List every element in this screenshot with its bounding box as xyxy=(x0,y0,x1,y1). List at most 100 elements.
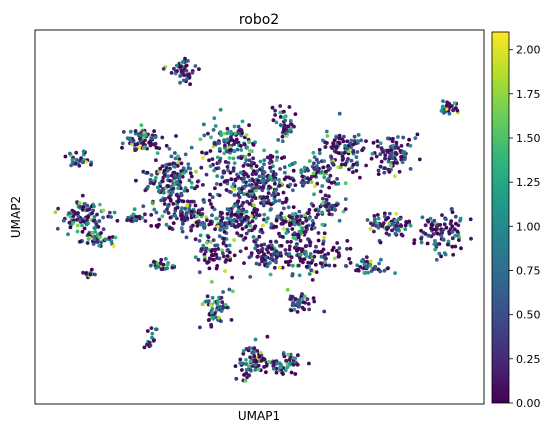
cell-point xyxy=(177,64,182,69)
cell-point xyxy=(210,280,214,284)
cell-point xyxy=(345,239,350,243)
cell-point xyxy=(224,188,229,192)
cell-point xyxy=(221,305,226,310)
cell-point xyxy=(274,120,279,125)
cell-point xyxy=(200,212,205,216)
cell-point xyxy=(89,162,93,167)
cell-point xyxy=(266,250,271,255)
cell-point xyxy=(208,164,213,169)
cell-point xyxy=(142,145,147,150)
cell-point xyxy=(188,171,193,176)
cell-point xyxy=(227,217,232,222)
cell-point xyxy=(325,134,330,138)
cell-point xyxy=(301,300,306,304)
cell-point xyxy=(385,136,390,141)
cell-point xyxy=(259,358,264,363)
cell-point xyxy=(55,226,60,231)
cell-point xyxy=(232,124,237,129)
cell-point xyxy=(457,238,461,243)
cell-point xyxy=(247,194,252,199)
cell-point xyxy=(189,228,194,233)
cell-point xyxy=(164,143,169,148)
cell-point xyxy=(210,213,214,218)
cell-point xyxy=(252,354,257,359)
cell-point xyxy=(290,227,295,231)
cell-point xyxy=(297,209,302,214)
cell-point xyxy=(163,266,168,271)
cell-point xyxy=(210,157,215,162)
cell-point xyxy=(365,265,369,270)
cell-point xyxy=(393,231,398,236)
cell-point xyxy=(168,215,173,220)
cell-point xyxy=(203,249,208,254)
cell-point xyxy=(425,241,430,246)
cell-point xyxy=(312,161,316,166)
cell-point xyxy=(273,189,278,194)
cell-point xyxy=(200,302,205,307)
cell-point xyxy=(225,248,230,253)
cell-point xyxy=(335,241,340,245)
cell-point xyxy=(223,143,227,148)
cell-point xyxy=(160,186,165,191)
cell-point xyxy=(74,150,79,155)
cell-point xyxy=(257,355,262,359)
cell-point xyxy=(291,362,296,367)
cell-point xyxy=(283,368,288,373)
cell-point xyxy=(273,178,277,183)
cell-point xyxy=(293,297,298,301)
cell-point xyxy=(126,136,131,141)
cell-point xyxy=(193,203,198,208)
cell-point xyxy=(222,138,227,143)
cell-point xyxy=(184,63,189,68)
cell-point xyxy=(316,238,321,243)
cell-point xyxy=(320,222,325,227)
cell-point xyxy=(106,214,111,219)
cell-point xyxy=(279,217,284,222)
cell-point xyxy=(282,206,286,211)
cell-point xyxy=(334,135,339,140)
cell-point xyxy=(262,162,266,167)
cell-point xyxy=(90,231,95,236)
cell-point xyxy=(94,222,99,227)
cell-point xyxy=(231,182,236,186)
cell-point xyxy=(293,356,298,361)
cell-point xyxy=(247,255,252,260)
cell-point xyxy=(75,229,80,234)
cell-point xyxy=(202,258,207,262)
cell-point xyxy=(277,198,282,203)
cell-point xyxy=(202,255,207,260)
cell-point xyxy=(313,208,318,213)
cell-point xyxy=(293,183,298,188)
cell-point xyxy=(185,188,190,193)
cell-point xyxy=(162,202,167,206)
cell-point xyxy=(287,361,292,366)
cell-point xyxy=(210,257,215,262)
cell-point xyxy=(264,219,269,224)
cell-point xyxy=(398,217,403,221)
cell-point xyxy=(272,366,276,371)
cell-point xyxy=(354,155,359,160)
cell-point xyxy=(173,213,178,218)
cell-point xyxy=(199,222,203,227)
cell-point xyxy=(77,163,82,168)
cell-point xyxy=(429,226,433,231)
cell-point xyxy=(256,178,261,183)
cell-point xyxy=(337,253,342,258)
cell-point xyxy=(247,152,252,157)
cell-point xyxy=(364,163,368,168)
cell-point xyxy=(447,111,452,116)
cell-point xyxy=(278,251,283,255)
cell-point xyxy=(109,239,114,243)
cell-point xyxy=(451,108,455,113)
cell-point xyxy=(238,249,243,254)
cell-point xyxy=(267,261,272,265)
cell-point xyxy=(432,242,437,247)
cell-point xyxy=(354,168,359,173)
cell-point xyxy=(262,178,267,183)
cell-point xyxy=(287,357,292,362)
cell-point xyxy=(81,149,86,154)
cell-point xyxy=(326,201,331,206)
cell-point xyxy=(262,198,266,203)
cell-point xyxy=(160,135,165,140)
